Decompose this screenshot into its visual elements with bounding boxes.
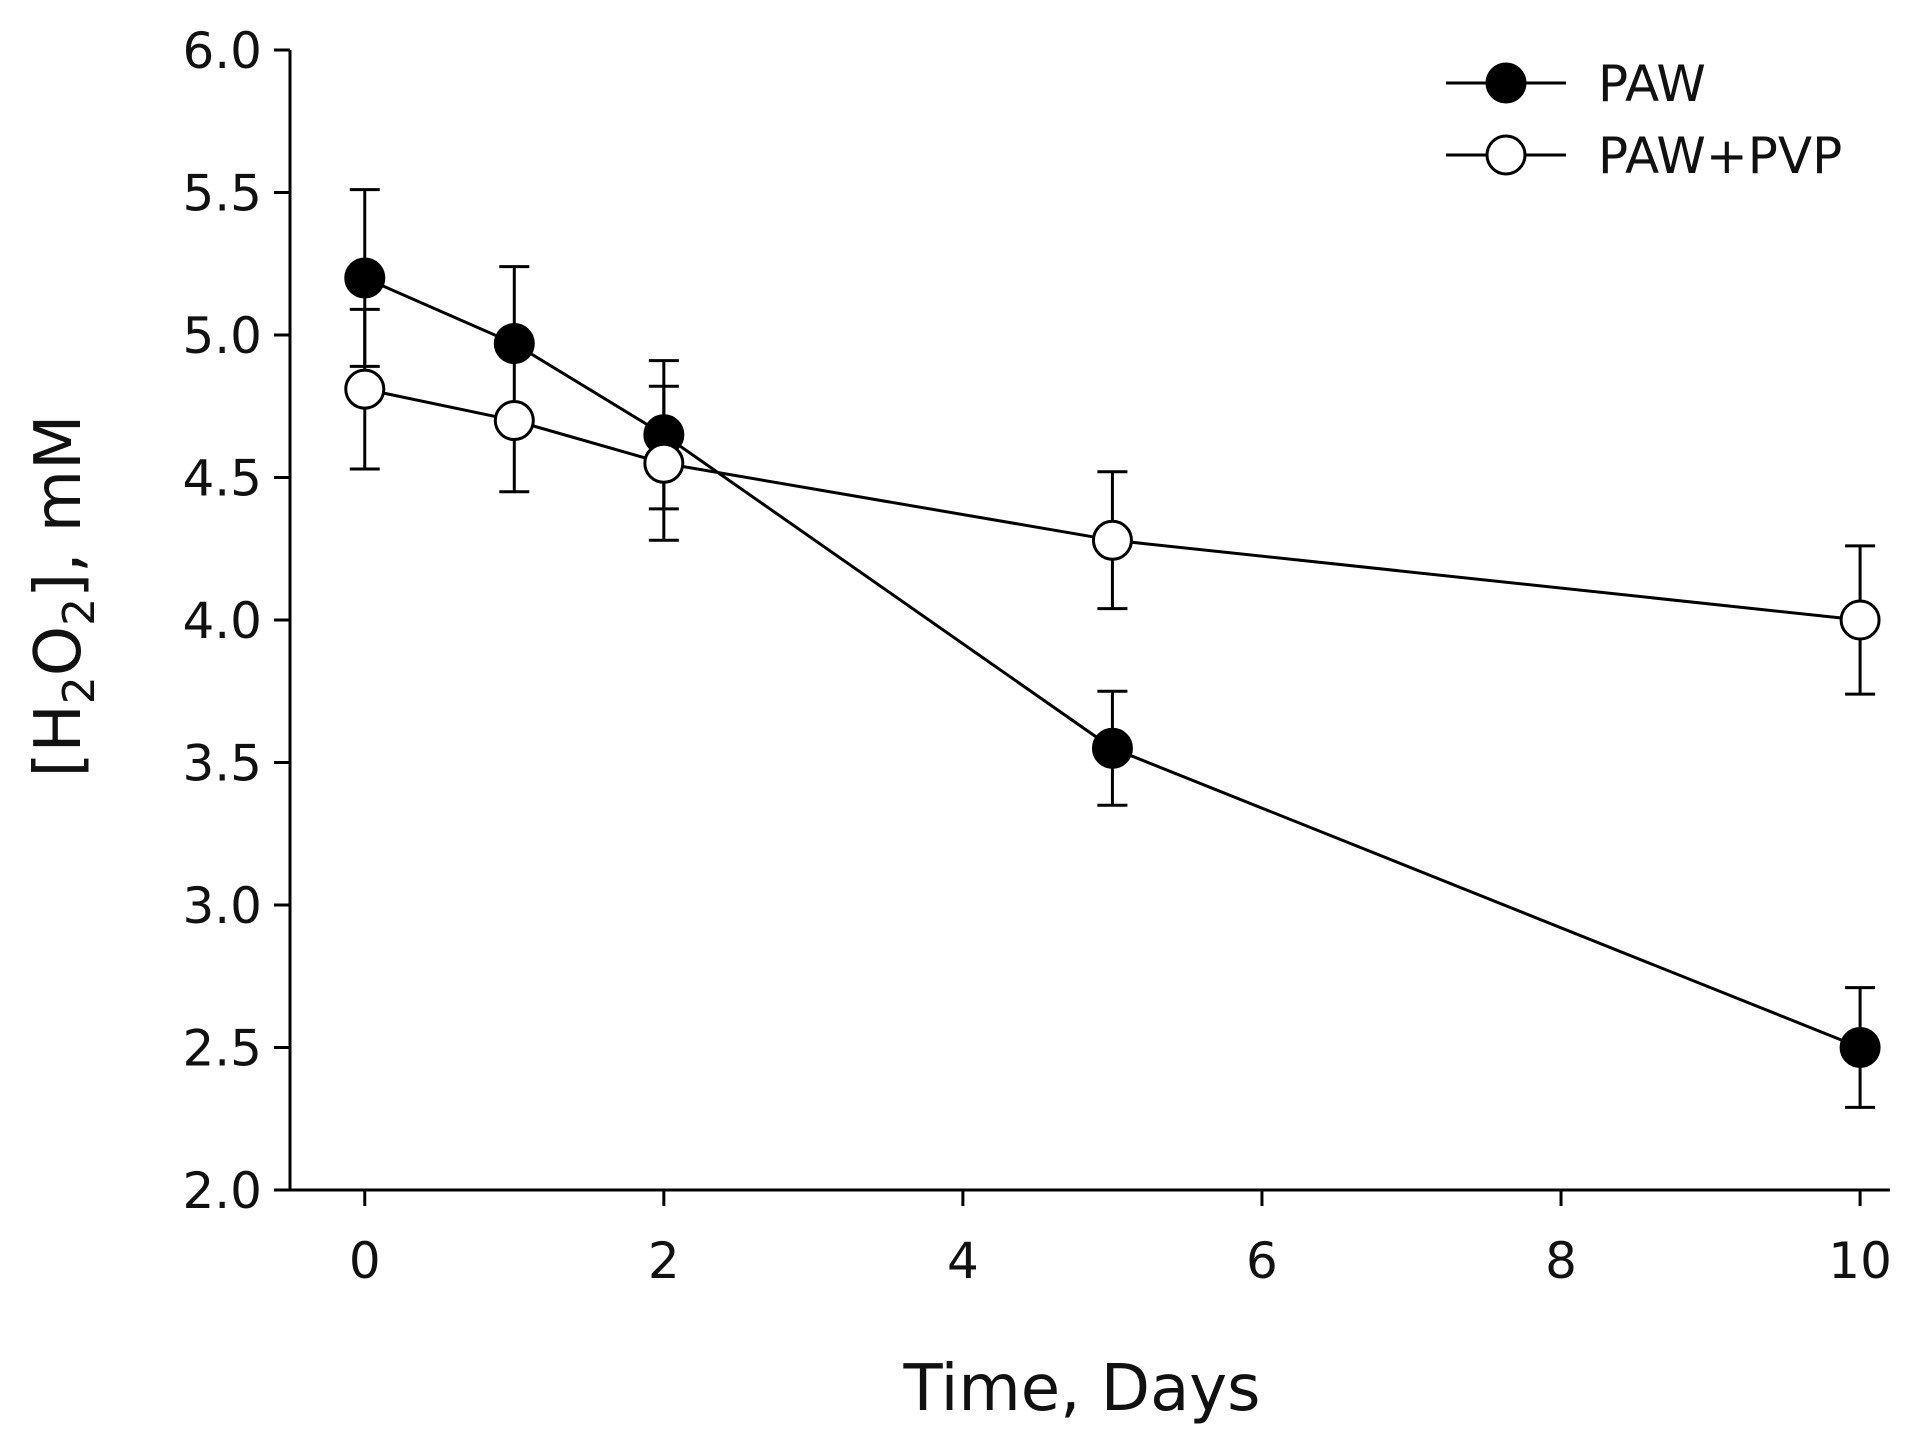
- data-point: [493, 323, 535, 365]
- y-tick-label: 2.5: [182, 1020, 262, 1078]
- series-paw-pvp: [349, 307, 1876, 696]
- legend-item: PAW+PVP: [1446, 127, 1842, 185]
- legend-label: PAW: [1598, 55, 1706, 113]
- data-point: [1091, 519, 1133, 561]
- y-tick-label: 3.0: [182, 877, 262, 935]
- axes: 2.0 2.5 3.0 3.5 4.0 4.5 5.0 5.5 6.0 0 2 4 6 8 10: [182, 22, 1891, 1290]
- y-axis-title-subscript-1: 2: [54, 676, 105, 704]
- x-tick-label: 8: [1545, 1232, 1577, 1290]
- data-point: [344, 368, 386, 410]
- series-paw: [349, 188, 1876, 1109]
- x-tick-label: 6: [1246, 1232, 1278, 1290]
- y-axis-title-o: O: [22, 626, 96, 676]
- data-point: [1839, 599, 1881, 641]
- y-tick-label: 2.0: [182, 1162, 262, 1220]
- legend-marker: [1485, 62, 1527, 104]
- legend-marker: [1485, 134, 1527, 176]
- data-point: [643, 442, 685, 484]
- y-tick-label: 6.0: [182, 22, 262, 80]
- y-axis-title-subscript-2: 2: [54, 598, 105, 626]
- y-axis-title-h: H: [22, 704, 96, 752]
- y-axis-title: [H2O2], mM: [22, 415, 105, 778]
- y-axis-title-bracket: [: [22, 752, 96, 777]
- y-tick-label: 5.0: [182, 307, 262, 365]
- x-tick-label: 4: [947, 1232, 979, 1290]
- legend: PAW PAW+PVP: [1446, 55, 1842, 185]
- x-tick-label: 10: [1828, 1232, 1892, 1290]
- series-layer: [344, 188, 1881, 1109]
- data-point: [1839, 1027, 1881, 1068]
- y-axis-title-unit: ], mM: [22, 415, 96, 598]
- x-axis-title: Time, Days: [902, 1352, 1260, 1426]
- y-tick-label: 5.5: [182, 165, 262, 223]
- x-tick-label: 2: [648, 1232, 680, 1290]
- series-line: [364, 276, 1861, 1049]
- y-tick-label: 4.0: [182, 592, 262, 650]
- y-tick-label: 4.5: [182, 450, 262, 508]
- data-point: [344, 257, 386, 299]
- y-tick-label: 3.5: [182, 735, 262, 793]
- data-point: [493, 400, 535, 441]
- legend-label: PAW+PVP: [1598, 127, 1842, 185]
- data-point: [1091, 727, 1133, 769]
- x-tick-label: 0: [349, 1232, 381, 1290]
- legend-item: PAW: [1446, 55, 1706, 113]
